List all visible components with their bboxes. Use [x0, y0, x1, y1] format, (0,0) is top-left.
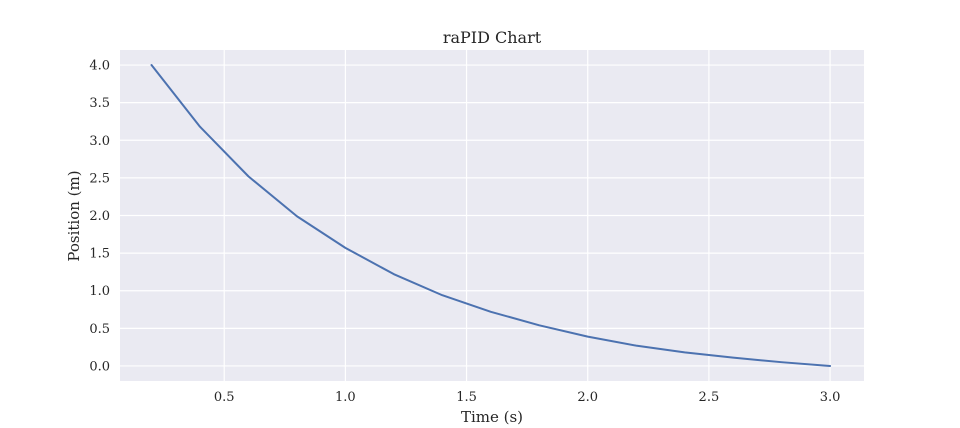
- y-tick-label: 3.5: [89, 96, 110, 111]
- x-tick-label: 1.5: [456, 390, 477, 405]
- y-tick-label: 2.5: [89, 171, 110, 186]
- y-tick-labels: 0.0 0.5 1.0 1.5 2.0 2.5 3.0 3.5 4.0: [89, 59, 110, 375]
- series-line: [150, 64, 832, 367]
- y-axis-label: Position (m): [65, 170, 83, 261]
- y-tick-label: 2.0: [89, 209, 110, 224]
- x-axis-label: Time (s): [461, 408, 523, 426]
- x-tick-label: 0.5: [214, 390, 235, 405]
- y-tick-label: 3.0: [89, 134, 110, 149]
- y-tick-label: 0.5: [89, 322, 110, 337]
- x-tick-labels: 0.5 1.0 1.5 2.0 2.5 3.0: [214, 390, 841, 405]
- chart-title: raPID Chart: [443, 28, 542, 47]
- gridlines: [120, 50, 864, 381]
- x-tick-label: 1.0: [335, 390, 356, 405]
- y-tick-label: 4.0: [89, 59, 110, 74]
- series-group: [150, 64, 832, 367]
- x-tick-label: 2.5: [699, 390, 720, 405]
- y-tick-label: 1.0: [89, 284, 110, 299]
- x-tick-label: 2.0: [577, 390, 598, 405]
- x-tick-label: 3.0: [820, 390, 841, 405]
- y-tick-label: 1.5: [89, 247, 110, 262]
- y-tick-label: 0.0: [89, 359, 110, 374]
